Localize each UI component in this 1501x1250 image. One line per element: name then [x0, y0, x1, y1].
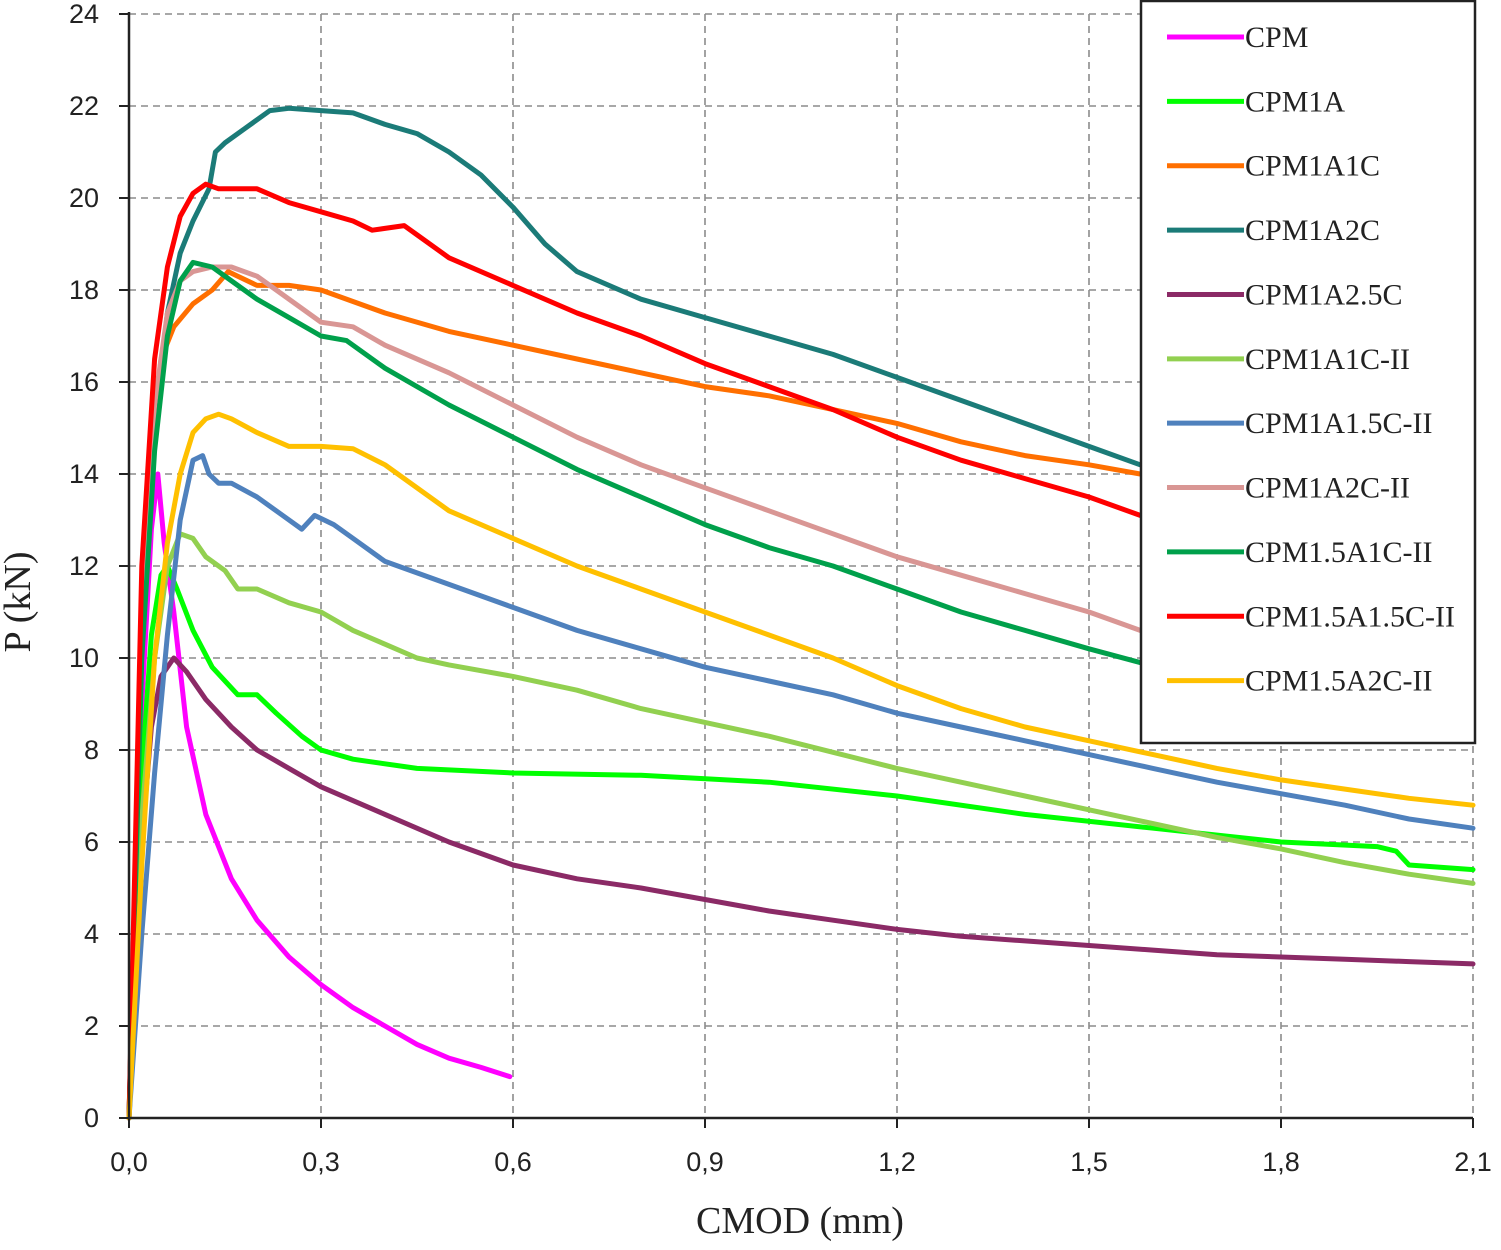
- legend-label: CPM1A: [1245, 85, 1345, 118]
- legend-label: CPM: [1245, 21, 1308, 54]
- x-tick-label: 2,1: [1454, 1147, 1492, 1177]
- series-line-cpm1a2c-ii: [126, 264, 1143, 1121]
- series-line-cpm1a1-5c-ii: [126, 453, 1476, 1121]
- legend-label: CPM1.5A1C-II: [1245, 536, 1433, 569]
- legend-label: CPM1A1.5C-II: [1245, 407, 1433, 440]
- series-line-cpm1-5a2c-ii: [126, 411, 1476, 1121]
- x-tick-label: 0,0: [110, 1147, 148, 1177]
- legend-box: [1139, 0, 1477, 745]
- y-tick-label: 12: [69, 551, 99, 581]
- y-tick-label: 6: [84, 827, 99, 857]
- x-tick-label: 0,9: [686, 1147, 724, 1177]
- y-axis-title: P (kN): [0, 552, 39, 653]
- x-tick-label: 1,8: [1262, 1147, 1300, 1177]
- legend-label: CPM1.5A2C-II: [1245, 665, 1433, 698]
- y-tick-label: 4: [84, 919, 99, 949]
- y-tick-label: 16: [69, 367, 99, 397]
- series-lines: [126, 105, 1476, 1121]
- tick-labels: 0,0 0,3 0,6 0,9 1,2 1,5 1,8 2,10246810121416182…: [69, 0, 1492, 1177]
- series-line-cpm1a1c: [126, 269, 1143, 1121]
- series-line-cpm1-5a1-5c-ii: [126, 181, 1143, 1121]
- y-tick-label: 24: [69, 0, 99, 29]
- x-axis-title: CMOD (mm): [696, 1200, 904, 1242]
- y-tick-label: 2: [84, 1011, 99, 1041]
- x-tick-label: 0,6: [494, 1147, 532, 1177]
- x-tick-label: 1,5: [1070, 1147, 1108, 1177]
- legend: CPM CPM1A CPM1A1C CPM1A2C CPM1A2.5C CPM1A1C-I…: [1139, 0, 1477, 745]
- axes: [119, 12, 1474, 1128]
- legend-label: CPM1A1C: [1245, 150, 1380, 183]
- x-tick-label: 0,3: [302, 1147, 340, 1177]
- series-line-cpm1a2c: [126, 105, 1143, 1121]
- y-tick-label: 18: [69, 275, 99, 305]
- x-tick-label: 1,2: [878, 1147, 916, 1177]
- series-line-cpm: [126, 471, 513, 1121]
- y-tick-label: 22: [69, 91, 99, 121]
- y-tick-label: 10: [69, 643, 99, 673]
- y-tick-label: 20: [69, 183, 99, 213]
- series-line-cpm1a1c-ii: [126, 531, 1476, 1121]
- legend-label: CPM1A2C-II: [1245, 472, 1410, 505]
- y-tick-label: 0: [84, 1103, 99, 1133]
- legend-label: CPM1A2C: [1245, 214, 1380, 247]
- y-tick-label: 14: [69, 459, 99, 489]
- legend-label: CPM1.5A1.5C-II: [1245, 600, 1455, 633]
- series-line-cpm1a2-5c: [126, 655, 1476, 1121]
- legend-label: CPM1A2.5C: [1245, 278, 1403, 311]
- y-tick-label: 8: [84, 735, 99, 765]
- legend-label: CPM1A1C-II: [1245, 343, 1410, 376]
- series-line-cpm1-5a1c-ii: [126, 259, 1143, 1121]
